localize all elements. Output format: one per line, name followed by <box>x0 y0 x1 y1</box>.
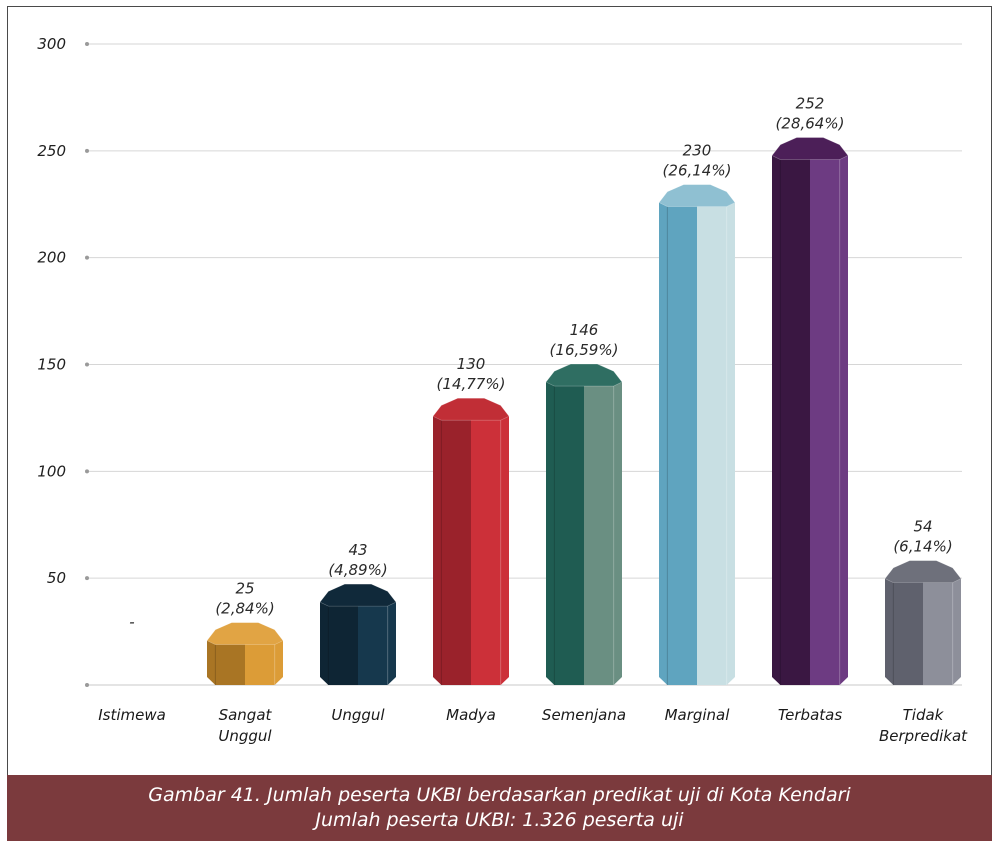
caption-title: Gambar 41. Jumlah peserta UKBI berdasark… <box>148 784 851 806</box>
y-tick-label: 100 <box>37 462 66 480</box>
bar <box>885 578 923 685</box>
y-tick-dot <box>85 148 89 153</box>
data-label-value: 146 <box>570 321 599 339</box>
x-tick-label: Unggul <box>218 727 272 745</box>
x-tick-label: Berpredikat <box>879 727 968 745</box>
bar-top <box>432 397 510 421</box>
data-label-percent: (16,59%) <box>550 341 619 359</box>
x-tick-label: Tidak <box>903 706 945 724</box>
bar <box>320 602 358 685</box>
data-label-value: 25 <box>235 580 254 598</box>
bar <box>584 382 622 685</box>
caption-subtitle: Jumlah peserta UKBI: 1.326 peserta uji <box>315 809 684 831</box>
bar <box>810 155 848 685</box>
y-tick-dot <box>85 362 89 367</box>
x-tick-label: Sangat <box>219 706 273 724</box>
bar <box>923 578 961 685</box>
y-tick-dot <box>85 683 89 687</box>
x-tick-label: Madya <box>446 706 496 724</box>
x-tick-label: Unggul <box>331 706 385 724</box>
data-label-value: 43 <box>348 541 367 559</box>
bar <box>659 202 697 686</box>
y-tick-label: 50 <box>47 569 66 587</box>
bar <box>772 155 810 685</box>
bar-top <box>545 363 623 387</box>
y-tick-dot <box>85 255 89 260</box>
x-tick-label: Istimewa <box>98 706 166 724</box>
y-tick-dot <box>85 576 89 581</box>
bar <box>245 640 283 685</box>
data-label-value: - <box>129 613 134 631</box>
bar <box>358 602 396 685</box>
bar-top <box>884 560 962 583</box>
x-tick-label: Semenjana <box>542 706 626 724</box>
bar <box>207 640 245 685</box>
data-label-percent: (6,14%) <box>893 538 952 556</box>
bar <box>546 382 584 685</box>
bar-top <box>771 137 849 160</box>
data-label-value: 54 <box>913 518 932 536</box>
y-tick-dot <box>85 469 89 474</box>
bar-top <box>319 583 397 607</box>
bar <box>433 416 471 685</box>
y-tick-dot <box>85 42 89 46</box>
data-label-value: 230 <box>683 142 712 160</box>
data-label-percent: (26,14%) <box>663 162 732 180</box>
y-tick-label: 200 <box>37 249 66 267</box>
y-tick-label: 250 <box>37 142 66 160</box>
bar <box>697 202 735 686</box>
figure-caption: Gambar 41. Jumlah peserta UKBI berdasark… <box>7 775 992 841</box>
data-label-percent: (4,89%) <box>328 561 387 579</box>
bar-top <box>206 622 284 645</box>
data-label-percent: (14,77%) <box>437 375 506 393</box>
data-label-percent: (2,84%) <box>215 600 274 618</box>
data-label-value: 252 <box>796 95 825 113</box>
x-tick-label: Marginal <box>665 706 731 724</box>
data-label-percent: (28,64%) <box>776 115 845 133</box>
data-label-value: 130 <box>457 355 486 373</box>
x-tick-label: Terbatas <box>778 706 842 724</box>
bar <box>471 416 509 685</box>
bar-top <box>658 184 736 207</box>
y-tick-label: 150 <box>37 356 66 374</box>
y-tick-label: 300 <box>37 35 66 53</box>
